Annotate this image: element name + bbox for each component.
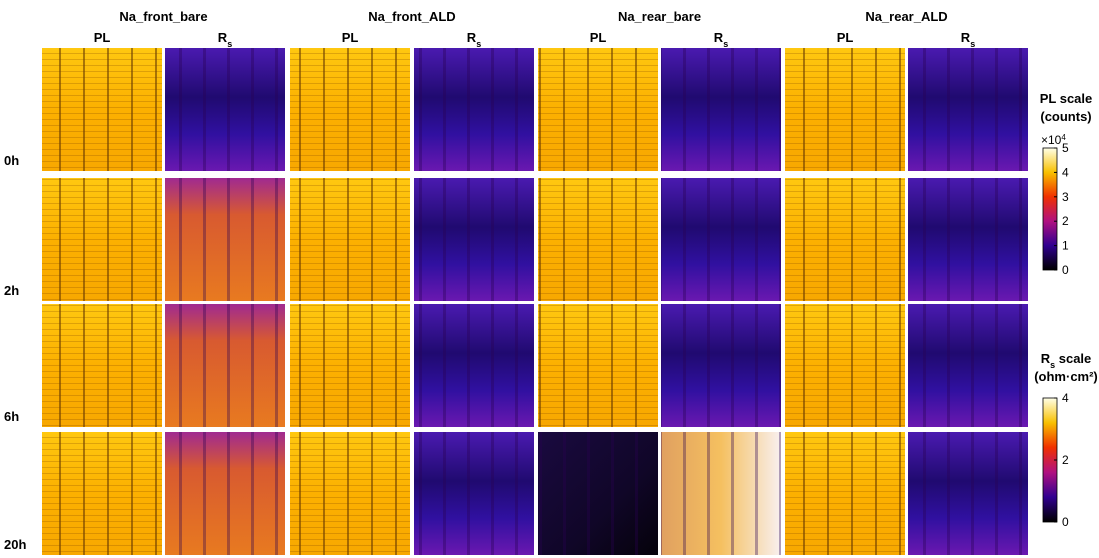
group-title: Na_rear_ALD <box>865 9 947 24</box>
group-title: Na_rear_bare <box>618 9 701 24</box>
column-label: PL <box>590 30 607 45</box>
colorbar-title: PL scale <box>1040 91 1093 106</box>
map-texture <box>908 304 1028 427</box>
map-texture <box>165 48 285 171</box>
map-texture <box>908 48 1028 171</box>
map-texture <box>661 304 781 427</box>
column-label-sub: s <box>970 39 975 49</box>
colorbar-title: Rs scale <box>1041 351 1092 370</box>
map-texture <box>661 178 781 301</box>
map-texture <box>538 178 658 301</box>
column-label: Rs <box>467 30 481 49</box>
map-texture <box>414 432 534 555</box>
map-texture <box>661 432 781 555</box>
row-label: 0h <box>4 153 19 168</box>
column-label-main: R <box>218 30 228 45</box>
map-texture <box>290 432 410 555</box>
colorbar-tick-label: 4 <box>1062 165 1069 179</box>
map-texture <box>785 178 905 301</box>
colorbar-tick-label: 4 <box>1062 391 1069 405</box>
map-texture <box>661 48 781 171</box>
column-label-sub: s <box>723 39 728 49</box>
column-label: PL <box>837 30 854 45</box>
multiplier-exp: 4 <box>1061 133 1066 142</box>
colorbar-tick-label: 2 <box>1062 214 1069 228</box>
column-label-sub: s <box>476 39 481 49</box>
map-texture <box>538 48 658 171</box>
colorbar-tick-label: 1 <box>1062 239 1069 253</box>
map-texture <box>414 178 534 301</box>
colorbar-tick-label: 0 <box>1062 515 1069 529</box>
colorbar-title-main: R <box>1041 351 1051 366</box>
map-texture <box>414 48 534 171</box>
group-title: Na_front_ALD <box>368 9 455 24</box>
colorbar-tick-label: 3 <box>1062 190 1069 204</box>
group-title: Na_front_bare <box>119 9 207 24</box>
row-label: 2h <box>4 283 19 298</box>
map-texture <box>165 304 285 427</box>
colorbar-tick-label: 0 <box>1062 263 1069 277</box>
map-texture <box>290 304 410 427</box>
map-texture <box>785 48 905 171</box>
map-texture <box>42 304 162 427</box>
column-label-main: R <box>467 30 477 45</box>
map-texture <box>290 178 410 301</box>
row-label: 20h <box>4 537 26 552</box>
multiplier-base: ×10 <box>1041 133 1062 147</box>
column-label: Rs <box>961 30 975 49</box>
column-label: PL <box>342 30 359 45</box>
colorbar-unit: (ohm·cm²) <box>1034 369 1098 384</box>
map-texture <box>165 432 285 555</box>
column-label-main: R <box>714 30 724 45</box>
map-texture <box>290 48 410 171</box>
colorbar-unit: (counts) <box>1040 109 1091 124</box>
column-label: Rs <box>714 30 728 49</box>
colorbar <box>1042 147 1058 271</box>
colorbar-title-sub: s <box>1050 360 1055 370</box>
column-label-sub: s <box>227 39 232 49</box>
map-texture <box>42 432 162 555</box>
row-label: 6h <box>4 409 19 424</box>
map-texture <box>908 432 1028 555</box>
column-label: PL <box>94 30 111 45</box>
map-texture <box>785 432 905 555</box>
column-label-main: R <box>961 30 971 45</box>
map-texture <box>908 178 1028 301</box>
colorbar-multiplier: ×104 <box>1041 133 1066 148</box>
map-texture <box>42 48 162 171</box>
colorbar-tick-label: 2 <box>1062 453 1069 467</box>
map-texture <box>165 178 285 301</box>
column-label: Rs <box>218 30 232 49</box>
map-texture <box>538 304 658 427</box>
map-texture <box>538 432 658 555</box>
colorbar-tick-label: 5 <box>1062 141 1069 155</box>
map-texture <box>785 304 905 427</box>
colorbar-title-rest: scale <box>1055 351 1091 366</box>
map-texture <box>414 304 534 427</box>
map-texture <box>42 178 162 301</box>
